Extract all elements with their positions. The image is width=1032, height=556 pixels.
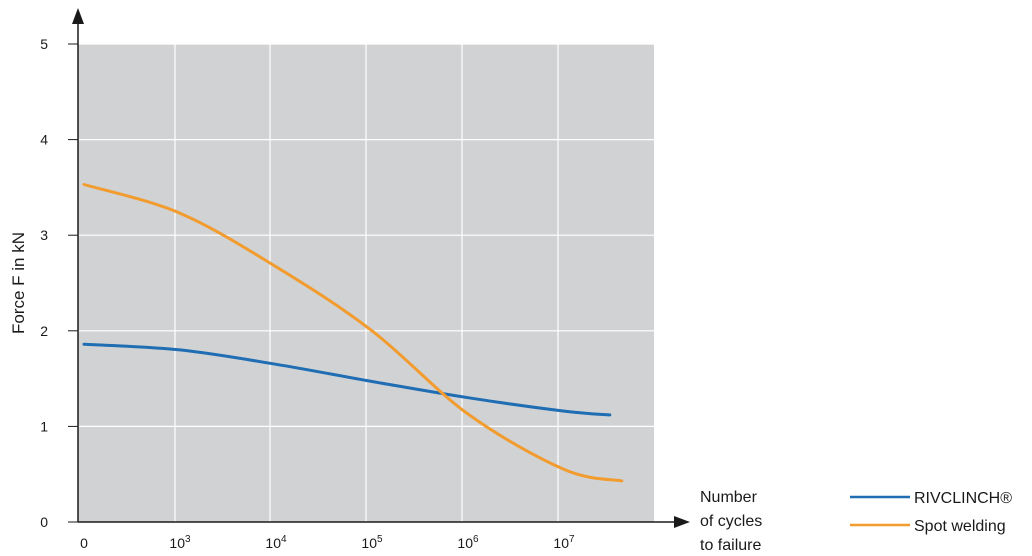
x-tick-label-0: 0 bbox=[80, 535, 88, 551]
x-tick-label-4: 106 bbox=[457, 534, 479, 551]
series-layer bbox=[82, 183, 624, 483]
y-tick-label-5: 5 bbox=[40, 36, 48, 52]
x-axis-arrow-icon bbox=[674, 516, 690, 528]
x-axis-label-line-2: of cycles bbox=[700, 513, 762, 530]
y-axis-label: Force F in kN bbox=[9, 232, 28, 334]
legend-label-spot-welding: Spot welding bbox=[914, 518, 1006, 535]
legend: RIVCLINCH® Spot welding bbox=[850, 490, 1012, 535]
x-axis-label-line-1: Number bbox=[700, 489, 758, 506]
y-tick-label-2: 2 bbox=[40, 323, 48, 339]
x-tick-labels: 0 103 104 105 106 107 bbox=[80, 534, 575, 551]
y-tick-label-3: 3 bbox=[40, 227, 48, 243]
legend-label-rivclinch: RIVCLINCH® bbox=[914, 490, 1012, 507]
series-line-rivclinch bbox=[82, 342, 612, 417]
x-tick-label-2: 104 bbox=[265, 534, 287, 551]
x-tick-label-5: 107 bbox=[553, 534, 575, 551]
x-tick-label-1: 103 bbox=[169, 534, 191, 551]
y-axis-arrow-icon bbox=[72, 8, 84, 24]
y-tick-labels: 0 1 2 3 4 5 bbox=[40, 36, 48, 530]
y-tick-label-4: 4 bbox=[40, 132, 48, 148]
series-line-spot-welding bbox=[82, 183, 624, 483]
x-axis-label-line-3: to failure bbox=[700, 537, 761, 551]
y-tick-label-1: 1 bbox=[40, 418, 48, 434]
y-tick-label-0: 0 bbox=[40, 514, 48, 530]
grid bbox=[68, 43, 654, 523]
x-tick-label-3: 105 bbox=[361, 534, 383, 551]
